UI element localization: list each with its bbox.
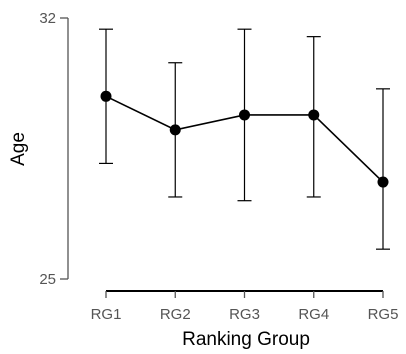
y-tick-label-0: 25 (39, 271, 56, 288)
data-point-rg2 (169, 124, 181, 136)
x-axis-title: Ranking Group (182, 329, 310, 350)
x-tick-label-0: RG1 (91, 306, 122, 323)
data-point-rg4 (308, 109, 320, 121)
data-point-rg1 (100, 90, 112, 102)
data-point-rg3 (239, 109, 250, 121)
x-tick-label-4: RG5 (368, 306, 399, 323)
error-bar-rg5 (376, 88, 390, 250)
data-points (100, 90, 389, 188)
y-tick-label-1: 32 (39, 10, 56, 27)
y-axis-title: Age (8, 132, 29, 166)
x-tick-label-3: RG4 (298, 306, 329, 323)
data-point-rg5 (377, 176, 389, 188)
x-tick-label-2: RG3 (229, 306, 260, 323)
error-bars (99, 28, 390, 250)
x-tick-label-1: RG2 (160, 306, 191, 323)
x-axis: RG1 RG2 RG3 RG4 RG5 (91, 290, 399, 323)
y-axis: 25 32 (39, 10, 69, 288)
